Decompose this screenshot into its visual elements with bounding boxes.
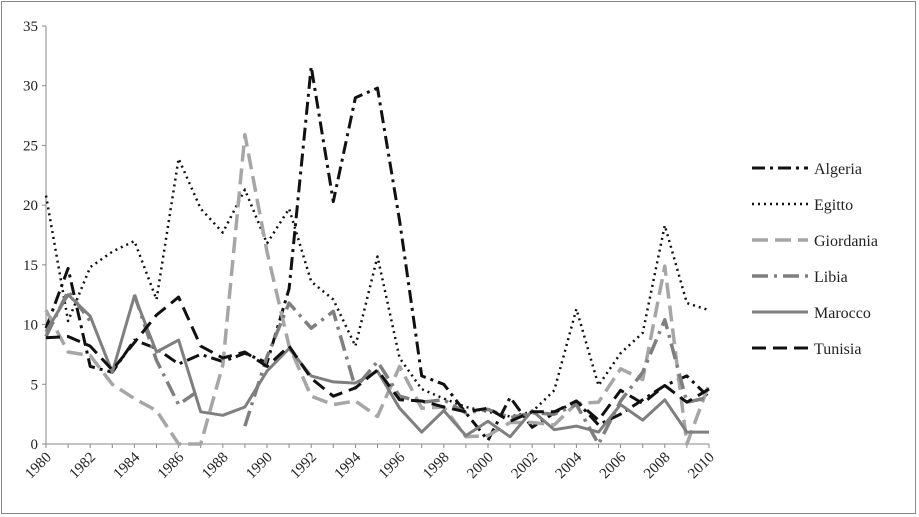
y-tick-label: 30 (23, 79, 38, 95)
legend-label: Marocco (814, 305, 871, 322)
x-tick-label: 1980 (22, 450, 55, 483)
y-tick-label: 15 (23, 258, 38, 274)
x-tick-label: 1986 (155, 449, 188, 482)
x-tick-label: 2008 (641, 450, 674, 483)
y-tick-label: 25 (23, 138, 38, 154)
x-tick-label: 1990 (243, 450, 276, 483)
legend-label: Algeria (814, 161, 862, 178)
x-tick-label: 1982 (67, 450, 100, 483)
x-tick-label: 2006 (597, 449, 630, 482)
y-tick-label: 0 (31, 437, 39, 453)
legend-item-libia: Libia (752, 269, 848, 286)
x-tick-label: 1998 (420, 450, 453, 483)
legend-label: Egitto (814, 197, 853, 214)
x-tick-label: 2010 (685, 450, 718, 483)
series-line-tunisia (45, 295, 710, 423)
x-tick-label: 1994 (332, 449, 365, 482)
y-tick-label: 10 (23, 318, 38, 334)
series-line-egitto (44, 157, 710, 418)
legend-label: Giordania (814, 233, 878, 250)
y-tick-label: 35 (23, 19, 38, 35)
legend-label: Tunisia (814, 341, 861, 358)
legend-item-algeria: Algeria (752, 161, 862, 178)
y-tick-label: 5 (31, 377, 39, 393)
series-line-giordania (44, 132, 711, 446)
legend-item-giordania: Giordania (752, 233, 878, 250)
legend-item-egitto: Egitto (752, 197, 853, 214)
legend-item-tunisia: Tunisia (752, 341, 861, 358)
x-tick-label: 1988 (199, 450, 232, 483)
series-line-algeria (44, 65, 711, 442)
x-tick-label: 1992 (288, 450, 321, 483)
x-tick-label: 2004 (553, 449, 586, 482)
x-tick-label: 2002 (509, 450, 542, 483)
plot-area (44, 65, 711, 446)
x-tick-label: 1984 (111, 449, 144, 482)
x-tick-label: 2000 (464, 450, 497, 483)
y-tick-label: 20 (23, 198, 38, 214)
legend-item-marocco: Marocco (752, 305, 871, 322)
x-tick-label: 1996 (376, 449, 409, 482)
chart-legend: Algeria Egitto Giordania Libia Marocco Tunisi… (752, 161, 878, 358)
legend-label: Libia (814, 269, 848, 286)
